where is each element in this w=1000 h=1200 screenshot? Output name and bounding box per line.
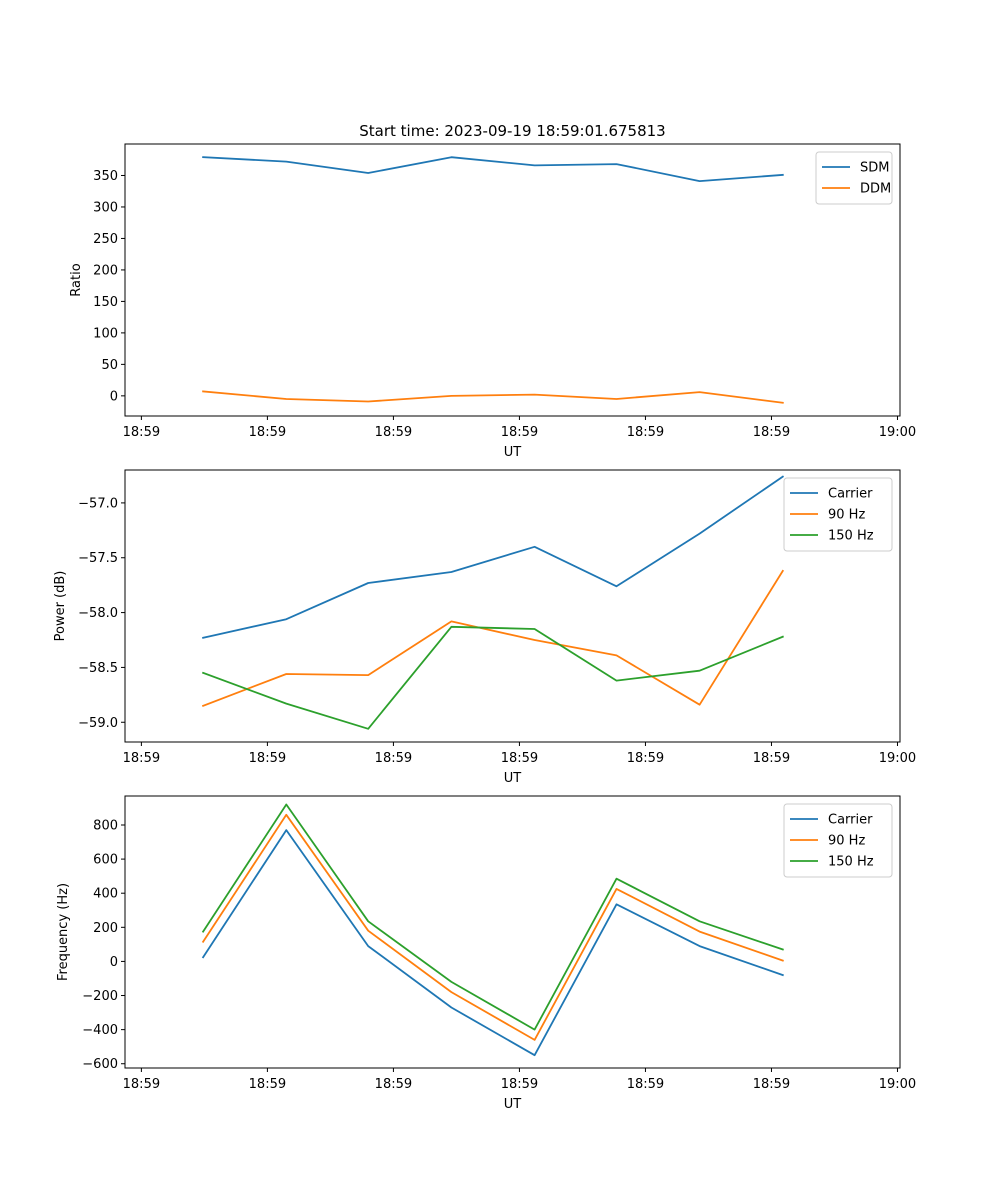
chart-title: Start time: 2023-09-19 18:59:01.675813 (359, 122, 665, 140)
frequency-panel: 18:59 18:59 18:59 18:59 18:59 18:59 19:00 −600… (56, 795, 916, 1112)
x-ticks: 18:59 18:59 18:59 18:59 18:59 18:59 19:00 (123, 416, 916, 440)
y-tick-label: 50 (101, 358, 118, 373)
x-ticks: 18:59 18:59 18:59 18:59 18:59 18:59 19:00 (123, 1068, 916, 1092)
series-lines (202, 156, 784, 404)
y-tick-label: −400 (82, 1023, 118, 1038)
legend-box (783, 803, 893, 878)
y-tick-label: 600 (93, 853, 118, 868)
x-tick-label: 18:59 (375, 751, 412, 766)
legend-label-150-hz: 150 Hz (828, 855, 874, 870)
series-line-carrier (202, 475, 785, 639)
x-tick-label: 18:59 (501, 751, 538, 766)
y-tick-label: −57.5 (78, 551, 118, 566)
series-lines (201, 475, 785, 730)
y-tick-label: −58.5 (78, 661, 118, 676)
y-ticks: −59.0 −58.5 −58.0 −57.5 −57.0 (78, 496, 125, 731)
legend: SDM DDM (815, 151, 893, 205)
x-tick-label: 18:59 (627, 425, 664, 440)
y-tick-label: −57.0 (78, 496, 118, 511)
y-tick-label: 200 (93, 921, 118, 936)
legend: Carrier 90 Hz 150 Hz (783, 803, 893, 878)
x-axis-label: UT (504, 445, 522, 460)
x-axis-label: UT (504, 1097, 522, 1112)
axes-frame (124, 469, 901, 743)
legend-label-ddm: DDM (860, 182, 891, 197)
y-axis-label: Power (dB) (53, 571, 68, 642)
series-line-ddm (202, 390, 784, 404)
series-lines (201, 803, 784, 1057)
legend-label-150-hz: 150 Hz (828, 529, 874, 544)
series-line-90-hz (201, 813, 784, 1041)
y-axis-label: Ratio (69, 263, 84, 296)
x-tick-label: 18:59 (249, 751, 286, 766)
legend-label-carrier: Carrier (828, 813, 873, 828)
x-tick-label: 18:59 (753, 1077, 790, 1092)
series-line-sdm (202, 156, 784, 183)
series-line-150-hz (201, 803, 784, 1031)
x-tick-label: 18:59 (123, 425, 160, 440)
y-tick-label: 250 (93, 232, 118, 247)
y-ticks: 0 50 100 150 200 250 300 350 (93, 169, 125, 404)
y-tick-label: 0 (110, 389, 118, 404)
x-tick-label: 18:59 (501, 425, 538, 440)
x-tick-label: 18:59 (375, 425, 412, 440)
y-tick-label: −600 (82, 1057, 118, 1072)
legend-label-sdm: SDM (860, 161, 889, 176)
x-tick-label: 18:59 (249, 1077, 286, 1092)
y-ticks: −600 −400 −200 0 200 400 600 800 (82, 818, 125, 1072)
x-tick-label: 18:59 (375, 1077, 412, 1092)
y-tick-label: 100 (93, 326, 118, 341)
x-tick-label: 18:59 (123, 751, 160, 766)
legend-label-90-hz: 90 Hz (828, 508, 865, 523)
x-tick-label: 18:59 (627, 1077, 664, 1092)
series-line-150-hz (201, 625, 784, 730)
legend-label-90-hz: 90 Hz (828, 834, 865, 849)
x-axis-label: UT (504, 771, 522, 786)
series-line-90-hz (201, 569, 785, 707)
x-tick-label: 18:59 (123, 1077, 160, 1092)
axes-frame (124, 795, 901, 1069)
series-line-carrier (201, 829, 784, 1057)
legend-box (783, 477, 893, 552)
x-tick-label: 19:00 (879, 1077, 916, 1092)
x-tick-label: 18:59 (753, 751, 790, 766)
x-tick-label: 18:59 (501, 1077, 538, 1092)
y-tick-label: 300 (93, 200, 118, 215)
x-ticks: 18:59 18:59 18:59 18:59 18:59 18:59 19:00 (123, 742, 916, 766)
y-axis-label: Frequency (Hz) (56, 883, 71, 981)
axes-frame (124, 143, 901, 417)
legend-label-carrier: Carrier (828, 487, 873, 502)
y-tick-label: 400 (93, 887, 118, 902)
y-tick-label: 0 (110, 955, 118, 970)
power-panel: 18:59 18:59 18:59 18:59 18:59 18:59 19:00 −59.… (53, 469, 916, 786)
y-tick-label: 150 (93, 295, 118, 310)
x-tick-label: 19:00 (879, 751, 916, 766)
y-tick-label: −59.0 (78, 716, 118, 731)
x-tick-label: 18:59 (753, 425, 790, 440)
x-tick-label: 18:59 (627, 751, 664, 766)
x-tick-label: 18:59 (249, 425, 286, 440)
y-tick-label: 200 (93, 263, 118, 278)
y-tick-label: −200 (82, 989, 118, 1004)
ratio-panel: Start time: 2023-09-19 18:59:01.675813 1… (69, 122, 916, 460)
y-tick-label: −58.0 (78, 606, 118, 621)
legend-box (815, 151, 893, 205)
y-tick-label: 350 (93, 169, 118, 184)
legend: Carrier 90 Hz 150 Hz (783, 477, 893, 552)
x-tick-label: 19:00 (879, 425, 916, 440)
y-tick-label: 800 (93, 818, 118, 833)
